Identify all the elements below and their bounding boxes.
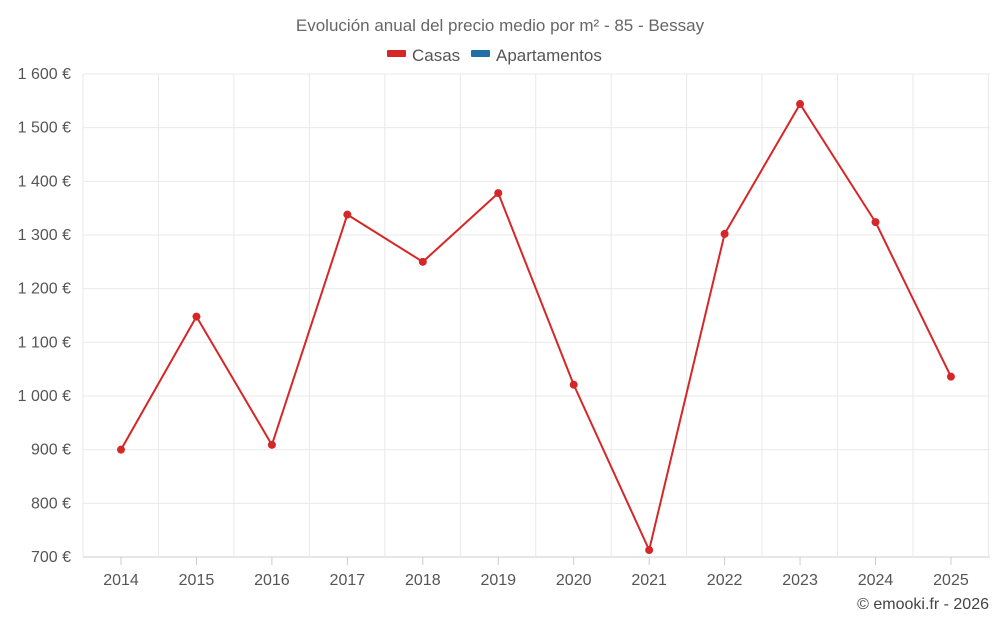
chart-title: Evolución anual del precio medio por m² … (296, 16, 705, 35)
legend-label-casas: Casas (412, 46, 460, 65)
data-point[interactable] (796, 100, 805, 109)
legend-swatch-casas (387, 50, 406, 57)
x-tick-label: 2015 (179, 572, 215, 589)
x-tick-label: 2021 (631, 572, 667, 589)
x-tick-label: 2024 (858, 572, 894, 589)
series-casas (117, 100, 955, 555)
data-point[interactable] (418, 257, 427, 266)
x-tick-label: 2022 (707, 572, 743, 589)
x-tick-label: 2023 (782, 572, 818, 589)
x-tick-label: 2016 (254, 572, 290, 589)
x-tick-label: 2025 (933, 572, 969, 589)
x-tick-label: 2018 (405, 572, 441, 589)
y-tick-label: 1 600 € (18, 66, 71, 83)
series-line-0 (120, 103, 952, 552)
legend-item-apartamentos[interactable]: Apartamentos (471, 46, 602, 65)
data-point[interactable] (267, 440, 276, 449)
x-tick-label: 2019 (480, 572, 516, 589)
y-tick-label: 800 € (31, 495, 71, 512)
x-tick-label: 2014 (103, 572, 139, 589)
data-point[interactable] (569, 380, 578, 389)
x-tick-label: 2020 (556, 572, 592, 589)
credit-text: © emooki.fr - 2026 (857, 596, 989, 613)
y-tick-label: 1 000 € (18, 388, 71, 405)
y-tick-label: 1 300 € (18, 227, 71, 244)
legend: Casas Apartamentos (387, 46, 602, 65)
y-tick-label: 1 400 € (18, 173, 71, 190)
grid (82, 73, 990, 558)
y-tick-label: 900 € (31, 442, 71, 459)
data-point[interactable] (117, 445, 125, 454)
x-tick-label: 2017 (330, 572, 366, 589)
y-tick-label: 700 € (31, 549, 71, 566)
data-point[interactable] (871, 218, 880, 227)
legend-swatch-apartamentos (471, 50, 490, 57)
y-tick-label: 1 200 € (18, 281, 71, 298)
data-point[interactable] (192, 312, 201, 321)
legend-item-casas[interactable]: Casas (387, 46, 460, 65)
data-point[interactable] (946, 372, 955, 381)
y-tick-label: 1 100 € (18, 334, 71, 351)
data-point[interactable] (645, 546, 654, 555)
y-tick-label: 1 500 € (18, 120, 71, 137)
data-point[interactable] (343, 210, 352, 219)
legend-label-apartamentos: Apartamentos (496, 46, 602, 65)
data-point[interactable] (720, 229, 729, 238)
y-axis: 700 € 800 € 900 € 1 000 € 1 100 € 1 200 € 1 30… (18, 66, 71, 566)
x-axis: 2014 2015 2016 2017 2018 2019 2020 2021 2022 2023… (103, 557, 969, 589)
data-point[interactable] (494, 189, 503, 198)
